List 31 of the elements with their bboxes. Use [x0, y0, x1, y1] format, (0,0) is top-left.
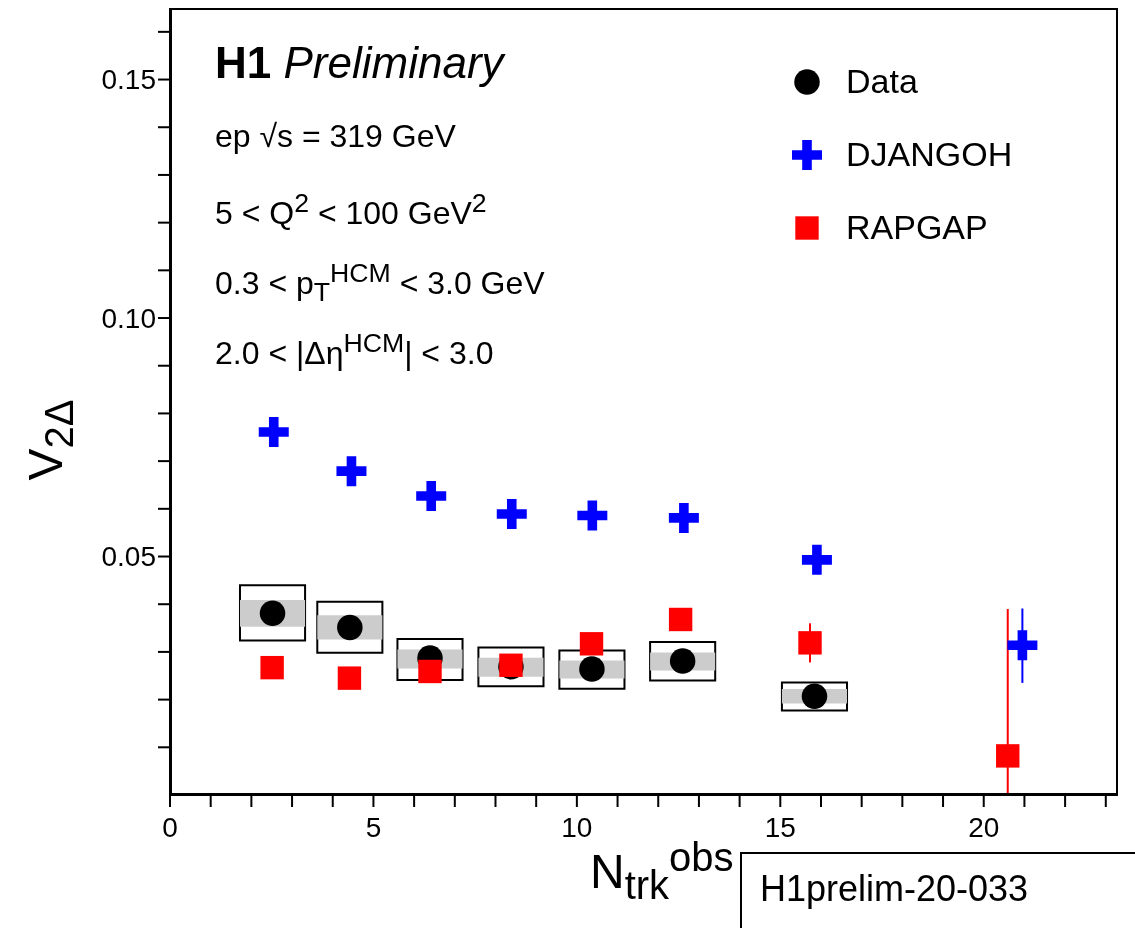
- point: [668, 502, 699, 533]
- text: H1prelim-20-033: [740, 852, 1135, 928]
- annotation: 5 < Q$^{2}$ < 100 GeV$^{2}$: [215, 188, 487, 232]
- x-tick-label: 0: [162, 811, 178, 843]
- y-tick-label: 0.05: [101, 541, 156, 573]
- point: [416, 480, 447, 511]
- legend-label: RAPGAP: [846, 208, 988, 247]
- x-tick-label: 5: [365, 811, 382, 843]
- point: [496, 499, 527, 530]
- point: [579, 632, 604, 656]
- legend-label: Data: [846, 62, 918, 101]
- text: H1 Preliminary: [215, 38, 504, 87]
- annotation: 2.0 < |Δη$^{HCM}$| < 3.0: [215, 328, 494, 372]
- point: [801, 544, 832, 575]
- point: [258, 417, 289, 448]
- point: [260, 655, 284, 680]
- point: [798, 631, 822, 655]
- annotation: ep √s = 319 GeV: [215, 118, 456, 155]
- x-tick-label: 15: [764, 811, 796, 843]
- point: [336, 456, 367, 487]
- point: [1007, 630, 1038, 661]
- y-tick-label: 0.10: [101, 302, 156, 334]
- point: [337, 666, 362, 690]
- point: [577, 500, 608, 531]
- legend-label: DJANGOH: [846, 135, 1013, 174]
- point: [996, 744, 1020, 768]
- x-tick-label: 20: [968, 811, 1000, 843]
- y-tick-label: 0.15: [101, 64, 156, 96]
- x-tick-label: 10: [561, 811, 593, 843]
- point: [668, 607, 693, 632]
- annotation: 0.3 < p$_{T}$$^{HCM}$ < 3.0 GeV: [215, 258, 545, 309]
